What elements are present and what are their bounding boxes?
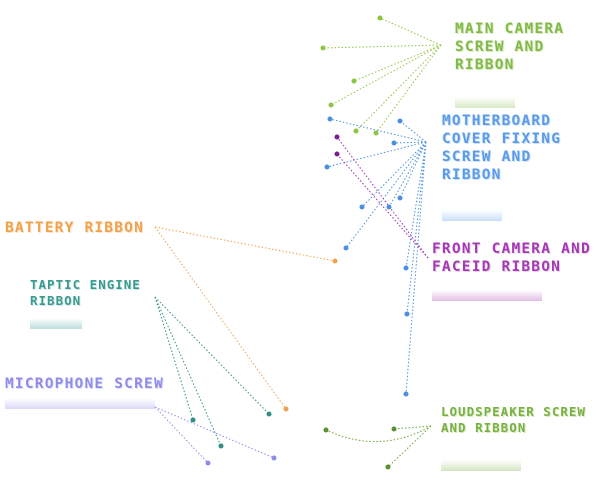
battery-ribbon-label: BATTERY RIBBON xyxy=(5,220,145,236)
loudspeaker-dots xyxy=(323,426,397,470)
battery-dots xyxy=(283,258,338,412)
motherboard-dots xyxy=(324,116,410,397)
motherboard-label: MOTHERBOARD COVER FIXING SCREW AND RIBBO… xyxy=(442,113,562,183)
taptic-dots xyxy=(190,411,272,449)
loudspeaker-label: LOUDSPEAKER SCREW AND RIBBON xyxy=(441,404,586,435)
loudspeaker-label-reflection xyxy=(441,460,521,471)
microphone-leaders xyxy=(154,406,275,464)
main-camera-leaders xyxy=(322,17,442,134)
front-camera-dots xyxy=(334,134,340,157)
front-camera-label-reflection xyxy=(432,290,542,301)
microphone-dots xyxy=(205,455,277,466)
microphone-label-reflection xyxy=(5,398,155,409)
front-camera-leaders xyxy=(336,136,429,259)
main-camera-label-reflection xyxy=(455,97,515,108)
taptic-engine-label: TAPTIC ENGINE RIBBON xyxy=(30,277,141,308)
loudspeaker-leaders xyxy=(325,425,432,468)
taptic-engine-label-reflection xyxy=(30,318,82,329)
motherboard-label-reflection xyxy=(442,210,502,221)
taptic-leaders xyxy=(154,296,270,447)
anchor-dots xyxy=(190,15,410,470)
main-camera-label: MAIN CAMERA SCREW AND RIBBON xyxy=(455,21,565,73)
microphone-screw-label: MICROPHONE SCREW xyxy=(5,376,164,392)
motherboard-leaders xyxy=(326,118,427,395)
main-camera-dots xyxy=(320,15,383,136)
front-camera-label: FRONT CAMERA AND FACEID RIBBON xyxy=(432,241,591,275)
battery-leaders xyxy=(154,226,336,410)
